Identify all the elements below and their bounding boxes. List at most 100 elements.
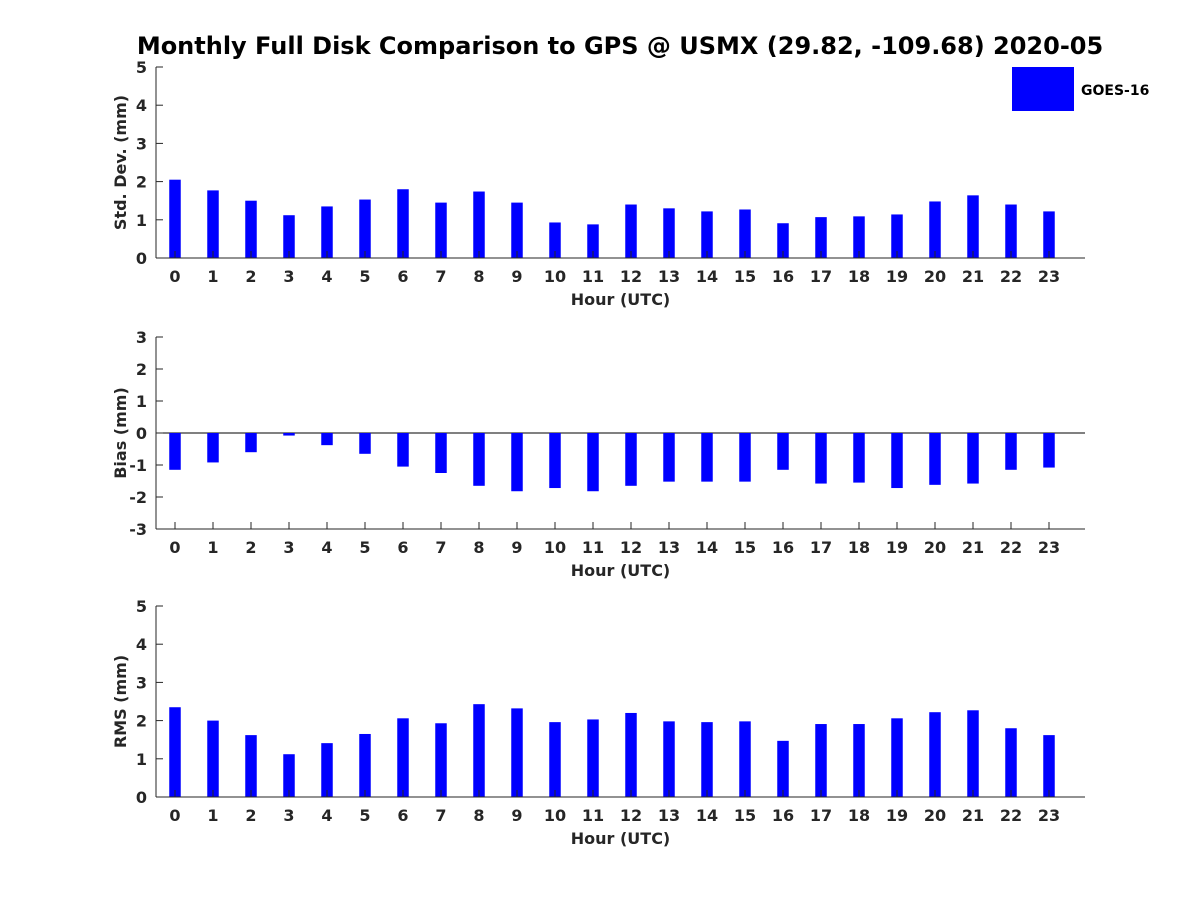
rms-xtick-label: 22 xyxy=(1000,806,1022,825)
stddev-xtick-label: 11 xyxy=(582,267,604,286)
bias-xtick-label: 17 xyxy=(810,538,832,557)
stddev-xtick-label: 13 xyxy=(658,267,680,286)
rms-ytick-label: 4 xyxy=(136,635,147,654)
rms-bar-23 xyxy=(1043,735,1055,797)
bias-bar-20 xyxy=(929,433,941,485)
bias-bar-22 xyxy=(1005,433,1017,470)
rms-bar-16 xyxy=(777,740,789,797)
rms-xtick-label: 2 xyxy=(245,806,256,825)
stddev-xtick-label: 15 xyxy=(734,267,756,286)
bias-ytick-label: -1 xyxy=(129,456,147,475)
stddev-bar-12 xyxy=(625,204,637,258)
rms-bar-3 xyxy=(283,754,295,797)
stddev-ytick-label: 4 xyxy=(136,96,147,115)
bias-xtick-label: 20 xyxy=(924,538,946,557)
bias-xtick-label: 15 xyxy=(734,538,756,557)
rms-xtick-label: 20 xyxy=(924,806,946,825)
stddev-bar-3 xyxy=(283,215,295,258)
rms-xtick-label: 12 xyxy=(620,806,642,825)
rms-bar-0 xyxy=(169,707,181,797)
stddev-xtick-label: 1 xyxy=(207,267,218,286)
stddev-xtick-label: 6 xyxy=(397,267,408,286)
bias-bar-7 xyxy=(435,433,447,473)
stddev-ytick-label: 3 xyxy=(136,134,147,153)
legend: GOES-16 xyxy=(1012,67,1149,111)
stddev-bar-6 xyxy=(397,189,409,258)
stddev-ytick-label: 5 xyxy=(136,58,147,77)
stddev-xtick-label: 19 xyxy=(886,267,908,286)
rms-bar-4 xyxy=(321,743,333,797)
bias-xtick-label: 0 xyxy=(169,538,180,557)
legend-swatch xyxy=(1012,67,1074,111)
rms-bar-12 xyxy=(625,712,637,797)
bias-bar-18 xyxy=(853,433,865,483)
bias-bar-10 xyxy=(549,433,561,489)
rms-xtick-label: 7 xyxy=(435,806,446,825)
rms-ytick-label: 1 xyxy=(136,750,147,769)
stddev-bar-18 xyxy=(853,216,865,258)
stddev-xlabel: Hour (UTC) xyxy=(571,290,671,309)
bias-bar-4 xyxy=(321,433,333,446)
rms-xtick-label: 14 xyxy=(696,806,718,825)
stddev-xtick-label: 21 xyxy=(962,267,984,286)
figure-title: Monthly Full Disk Comparison to GPS @ US… xyxy=(137,32,1103,60)
rms-bar-14 xyxy=(701,722,713,797)
stddev-bar-16 xyxy=(777,223,789,258)
stddev-xtick-label: 22 xyxy=(1000,267,1022,286)
bias-ytick-label: 0 xyxy=(136,424,147,443)
legend-label: GOES-16 xyxy=(1081,83,1149,99)
stddev-ytick-label: 2 xyxy=(136,173,147,192)
bias-bar-17 xyxy=(815,433,827,484)
rms-xtick-label: 19 xyxy=(886,806,908,825)
rms-bar-9 xyxy=(511,708,523,797)
stddev-bar-15 xyxy=(739,209,751,258)
rms-xtick-label: 0 xyxy=(169,806,180,825)
bias-bar-12 xyxy=(625,433,637,486)
bias-xtick-label: 6 xyxy=(397,538,408,557)
bias-ytick-label: -3 xyxy=(129,520,147,539)
rms-ytick-label: 5 xyxy=(136,597,147,616)
rms-bar-22 xyxy=(1005,728,1017,797)
bias-xtick-label: 18 xyxy=(848,538,870,557)
rms-ytick-label: 3 xyxy=(136,673,147,692)
stddev-bar-21 xyxy=(967,195,979,258)
stddev-bar-22 xyxy=(1005,204,1017,258)
bias-bar-15 xyxy=(739,433,751,482)
stddev-xtick-label: 2 xyxy=(245,267,256,286)
stddev-bar-20 xyxy=(929,201,941,258)
stddev-bar-10 xyxy=(549,222,561,258)
rms-bar-19 xyxy=(891,718,903,797)
rms-xtick-label: 16 xyxy=(772,806,794,825)
rms-bar-21 xyxy=(967,710,979,797)
bias-xtick-label: 21 xyxy=(962,538,984,557)
bias-bar-23 xyxy=(1043,433,1055,468)
bias-ylabel: Bias (mm) xyxy=(111,387,130,479)
bias-ytick-label: -2 xyxy=(129,488,147,507)
rms-xtick-label: 6 xyxy=(397,806,408,825)
bias-xtick-label: 14 xyxy=(696,538,718,557)
stddev-bar-17 xyxy=(815,217,827,258)
bias-xtick-label: 9 xyxy=(511,538,522,557)
stddev-xtick-label: 9 xyxy=(511,267,522,286)
bias-xtick-label: 11 xyxy=(582,538,604,557)
bias-bar-19 xyxy=(891,433,903,489)
stddev-bar-0 xyxy=(169,179,181,258)
bias-ytick-label: 1 xyxy=(136,392,147,411)
rms-bar-13 xyxy=(663,721,675,797)
rms-xtick-label: 9 xyxy=(511,806,522,825)
bias-xlabel: Hour (UTC) xyxy=(571,561,671,580)
stddev-xtick-label: 18 xyxy=(848,267,870,286)
bias-bar-9 xyxy=(511,433,523,492)
bias-xtick-label: 3 xyxy=(283,538,294,557)
rms-xtick-label: 17 xyxy=(810,806,832,825)
rms-bar-11 xyxy=(587,719,599,797)
rms-xtick-label: 15 xyxy=(734,806,756,825)
bias-xtick-label: 10 xyxy=(544,538,566,557)
stddev-xtick-label: 4 xyxy=(321,267,332,286)
bias-xtick-label: 1 xyxy=(207,538,218,557)
bias-bar-6 xyxy=(397,433,409,467)
rms-xtick-label: 11 xyxy=(582,806,604,825)
stddev-bar-11 xyxy=(587,224,599,258)
